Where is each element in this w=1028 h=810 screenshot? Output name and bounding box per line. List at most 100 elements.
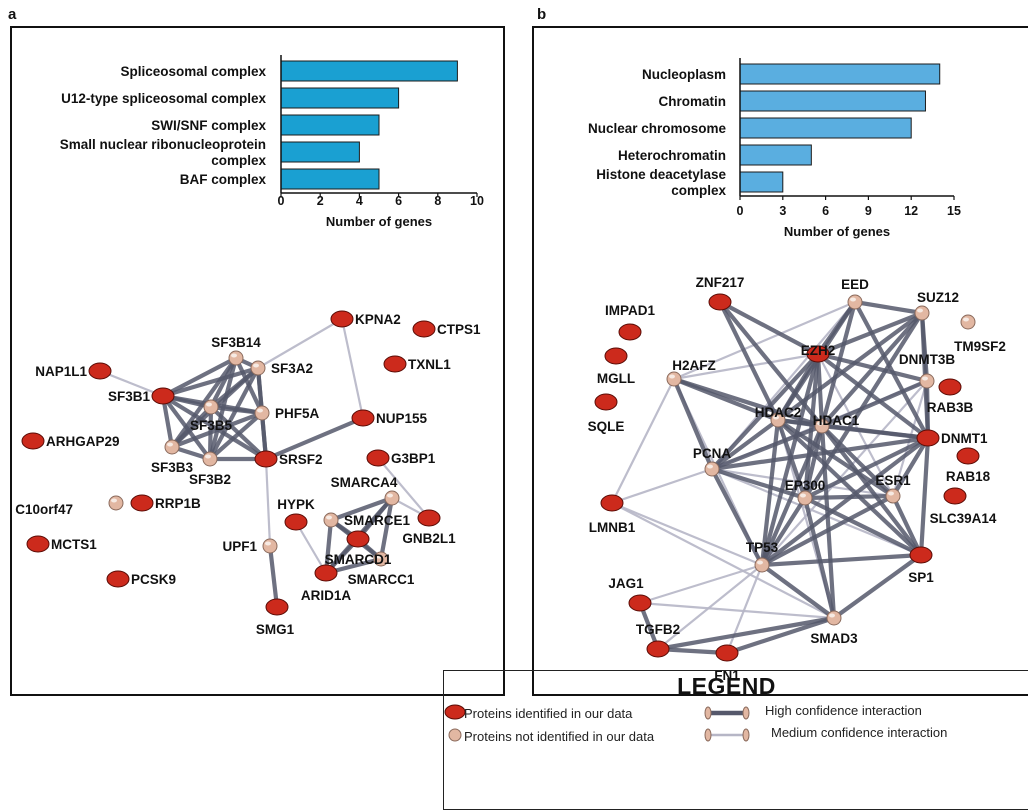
bar-small-nuclear-ribonucleoprotein-complex: [280, 141, 360, 163]
node-label-jag1: JAG1: [608, 576, 644, 591]
node-highlight-phf5a: [257, 408, 263, 413]
node-highlight-pcna: [707, 464, 713, 469]
node-label-sp1: SP1: [908, 570, 934, 585]
edge-ezh2-pcna: [709, 351, 821, 472]
edge-sp1-smad3: [831, 552, 924, 621]
edge-ep300-esr1: [802, 493, 896, 501]
node-label-mgll: MGLL: [597, 371, 635, 386]
edge-h2afz-lmnb1: [610, 377, 676, 505]
node-rab3b: [938, 378, 962, 396]
node-label-znf217: ZNF217: [696, 275, 745, 290]
edge-dnmt1-esr1: [890, 435, 931, 499]
node-sf3b2: [202, 451, 218, 467]
node-highlight-ep300: [800, 493, 806, 498]
x-tick-label-b-15: 15: [947, 204, 961, 218]
node-label-smad3: SMAD3: [810, 631, 858, 646]
edge-lmnb1-smad3: [610, 501, 836, 620]
edge-sf3b1-sf3b14: [160, 355, 239, 399]
node-rab18: [956, 447, 980, 465]
legend-identified-symbol: [444, 704, 466, 720]
node-label-arhgap29: ARHGAP29: [46, 434, 120, 449]
category-label-swi-snf-complex: SWI/SNF complex: [151, 118, 266, 133]
node-label-hdac2: HDAC2: [755, 405, 802, 420]
node-label-pcna: PCNA: [693, 446, 732, 461]
x-tick-label-b-6: 6: [822, 204, 829, 218]
node-tp53: [754, 557, 770, 573]
node-label-suz12: SUZ12: [917, 290, 959, 305]
node-highlight-tm9sf2: [963, 317, 969, 322]
node-sf3a2: [250, 360, 266, 376]
bar-baf-complex: [280, 168, 380, 190]
panel-a-letter: a: [8, 6, 17, 23]
node-gnb2l1: [417, 509, 441, 527]
legend-box: LEGEND Proteins identified in our data P…: [443, 670, 1028, 810]
node-g3bp1: [366, 449, 390, 467]
edge-hdac2-dnmt1: [775, 417, 931, 441]
node-highlight-smarca4: [387, 493, 393, 498]
edge-dnmt3b-tp53: [760, 379, 929, 567]
edge-hdac1-ep300: [802, 423, 825, 501]
node-tgfb2: [646, 640, 670, 658]
node-label-sf3b2: SF3B2: [189, 472, 231, 487]
node-highlight-c10orf47: [111, 498, 117, 503]
edge-eed-hdac1: [819, 299, 858, 429]
edge-hdac2-sp1: [775, 417, 924, 558]
node-smarcd1: [346, 530, 370, 548]
node-label-txnl1: TXNL1: [408, 357, 451, 372]
edge-tp53-tgfb2: [656, 563, 764, 651]
node-label-lmnb1: LMNB1: [589, 520, 636, 535]
node-sf3b14: [228, 350, 244, 366]
edge-nap1l1-sf3b1: [98, 369, 165, 398]
node-label-gnb2l1: GNB2L1: [402, 531, 456, 546]
legend-high-symbol-end-2: [742, 706, 750, 720]
edge-smarca4-smarce1: [328, 495, 395, 523]
edge-tgfb2-fn1: [655, 646, 730, 656]
edge-hdac1-smad3: [819, 423, 837, 621]
node-ctps1: [412, 320, 436, 338]
network-a: KPNA2 CTPS1 SF3B14 SF3A2 TXNL1 NAP1L1 SF3B1 SF3…: [15, 310, 481, 637]
node-smarce1: [323, 512, 339, 528]
node-label-hdac1: HDAC1: [813, 413, 860, 428]
edge-h2afz-hdac2: [671, 376, 781, 423]
node-label-impad1: IMPAD1: [605, 303, 655, 318]
legend-high-symbol-end-1: [704, 706, 712, 720]
node-highlight-smarcc1: [376, 554, 382, 559]
edge-tp53-fn1: [725, 563, 764, 655]
edge-znf217-hdac2: [717, 299, 781, 423]
node-label-eed: EED: [841, 277, 869, 292]
node-label-sf3b5: SF3B5: [190, 418, 233, 433]
category-label-chromatin: Chromatin: [659, 94, 727, 109]
legend-medium-symbol-end-1: [704, 728, 712, 742]
bar-u12-type-spliceosomal-complex: [280, 87, 400, 109]
category-label-u12-type-spliceosomal-complex: U12-type spliceosomal complex: [61, 91, 266, 106]
bar-chart-b: Nucleoplasm Chromatin Nuclear chromosome He…: [588, 58, 961, 239]
node-sf3b5: [203, 399, 219, 415]
category-label-nucleoplasm: Nucleoplasm: [642, 67, 726, 82]
node-highlight-h2afz: [669, 374, 675, 379]
edge-sf3b14-sf3b3: [169, 355, 239, 450]
node-label-tp53: TP53: [746, 540, 779, 555]
edge-hdac2-esr1: [775, 417, 896, 499]
node-label-fn1: FN1: [714, 668, 740, 683]
edge-dnmt1-sp1: [918, 435, 931, 558]
node-label-c10orf47: C10orf47: [15, 502, 73, 517]
legend-not-identified-symbol: [448, 728, 462, 742]
x-tick-label-a-6: 6: [395, 194, 402, 208]
legend-medium-label: Medium confidence interaction: [771, 725, 948, 740]
node-kpna2: [330, 310, 354, 328]
node-arhgap29: [21, 432, 45, 450]
node-label-ctps1: CTPS1: [437, 322, 481, 337]
node-label-arid1a: ARID1A: [301, 588, 352, 603]
node-ezh2: [806, 345, 830, 363]
edge-tp53-sp1: [759, 552, 924, 568]
edge-phf5a-sf3b2: [207, 410, 265, 462]
node-label-hypk: HYPK: [277, 497, 315, 512]
node-label-rab3b: RAB3B: [927, 400, 974, 415]
edge-dnmt1-tp53: [759, 435, 931, 568]
node-highlight-suz12: [917, 308, 923, 313]
node-label-nup155: NUP155: [376, 411, 428, 426]
node-smad3: [826, 610, 842, 626]
edge-tp53-esr1: [759, 493, 896, 568]
node-h2afz: [666, 371, 682, 387]
